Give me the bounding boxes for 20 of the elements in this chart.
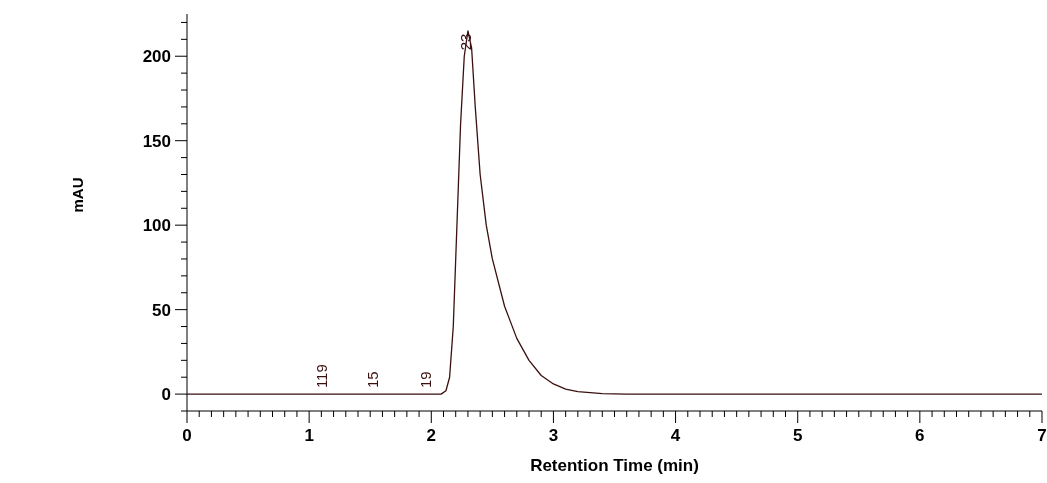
x-tick-label: 6	[915, 426, 925, 445]
y-tick-label: 150	[142, 131, 171, 151]
x-tick-label: 5	[792, 426, 803, 445]
line-series	[187, 30, 1042, 395]
y-axis-title: mAU	[69, 177, 87, 213]
y-tick-label: 100	[142, 216, 171, 236]
x-tick-label: 0	[182, 426, 192, 445]
x-tick-label: 2	[426, 426, 437, 445]
y-tick-label: 200	[142, 47, 171, 67]
x-tick-label: 4	[670, 426, 681, 445]
annotation: 15	[364, 371, 382, 389]
x-tick-label: 3	[548, 426, 559, 445]
x-tick-label: 1	[304, 426, 314, 445]
x-tick-label: 7	[1037, 426, 1047, 445]
annotation: 119	[312, 364, 330, 389]
annotation: 23	[456, 33, 474, 51]
x-axis-title: Retention Time (min)	[530, 456, 699, 475]
y-tick-label: 0	[161, 385, 171, 405]
y-tick-label: 50	[152, 300, 171, 320]
annotation: 19	[416, 371, 434, 389]
